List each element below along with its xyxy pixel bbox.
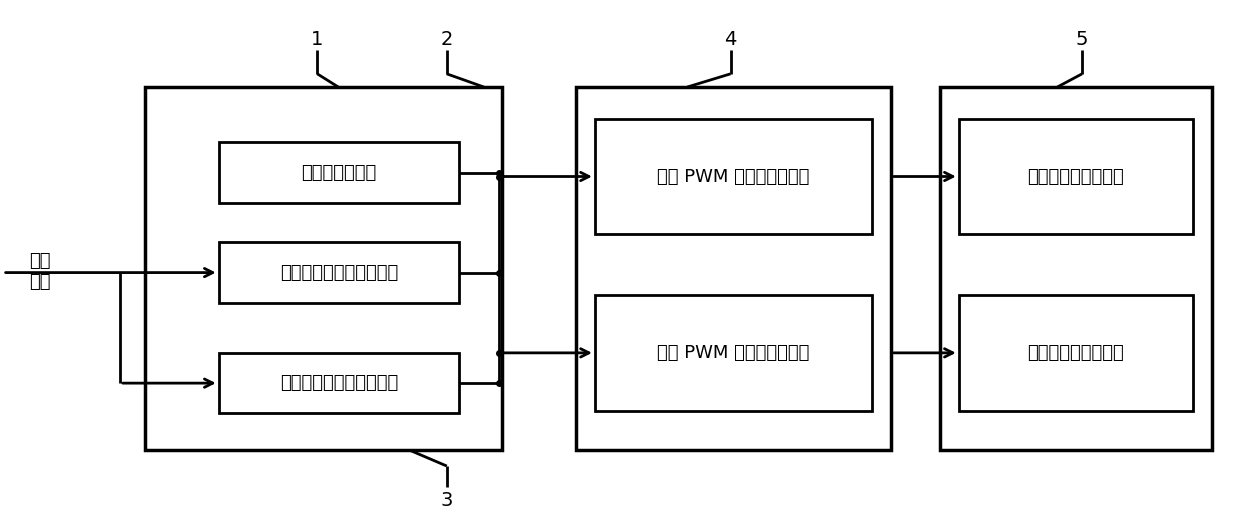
Text: 第一功率放大级电路: 第一功率放大级电路 <box>1027 168 1124 186</box>
Text: 2: 2 <box>441 30 453 49</box>
Text: 第二 PWM 调制电路比较器: 第二 PWM 调制电路比较器 <box>658 344 810 362</box>
Bar <box>218 242 460 303</box>
Bar <box>940 87 1212 450</box>
Text: 三角波发生电路: 三角波发生电路 <box>301 163 377 181</box>
Bar <box>595 295 872 411</box>
Text: 4: 4 <box>725 30 737 49</box>
Text: 1: 1 <box>311 30 323 49</box>
Bar <box>145 87 502 450</box>
Bar <box>959 295 1193 411</box>
Bar <box>595 119 872 235</box>
Text: 第一双电压信号发生电路: 第一双电压信号发生电路 <box>280 263 398 281</box>
Bar <box>959 119 1193 235</box>
Bar <box>576 87 891 450</box>
Text: 第二双电压信号发生电路: 第二双电压信号发生电路 <box>280 374 398 392</box>
Text: 第二功率放大级电路: 第二功率放大级电路 <box>1027 344 1124 362</box>
Text: 5: 5 <box>1075 30 1088 49</box>
Bar <box>218 353 460 413</box>
Text: 控制
信号: 控制 信号 <box>28 252 51 290</box>
Bar <box>218 142 460 203</box>
Text: 3: 3 <box>441 491 453 510</box>
Text: 第一 PWM 调制电路比较器: 第一 PWM 调制电路比较器 <box>658 168 810 186</box>
